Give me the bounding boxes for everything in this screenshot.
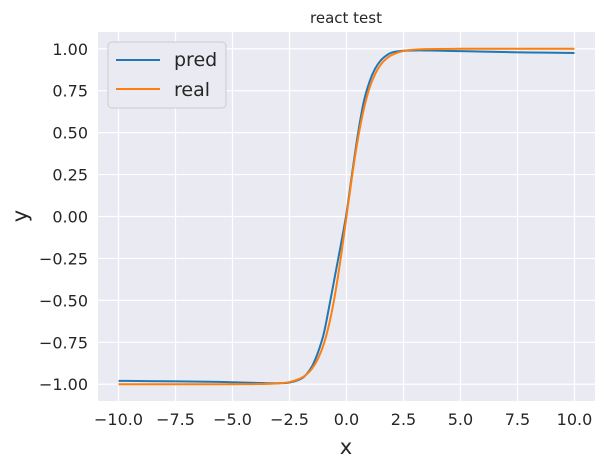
x-tick-label: 7.5: [505, 410, 530, 429]
y-tick-label: −0.25: [39, 249, 88, 268]
chart-title: react test: [310, 9, 382, 27]
x-tick-label: 0.0: [334, 410, 359, 429]
legend-box: [107, 41, 227, 109]
x-tick-label: −5.0: [213, 410, 252, 429]
y-tick-label: 0.00: [52, 208, 88, 227]
y-tick-labels: −1.00 −0.75 −0.50 −0.25 0.00 0.25 0.50 0.75 1.00: [39, 40, 88, 394]
x-tick-label: −10.0: [94, 410, 143, 429]
legend: pred real: [107, 41, 227, 109]
legend-label-pred: pred: [174, 49, 217, 71]
legend-label-real: real: [174, 79, 210, 101]
x-tick-label: −2.5: [270, 410, 309, 429]
y-tick-label: −1.00: [39, 375, 88, 394]
y-tick-label: 0.75: [52, 82, 88, 101]
y-axis-label: y: [8, 210, 32, 222]
x-axis-label: x: [340, 435, 352, 459]
y-tick-label: 0.50: [52, 124, 88, 143]
y-tick-label: −0.50: [39, 291, 88, 310]
x-tick-label: 5.0: [448, 410, 473, 429]
series-line-real: [118, 47, 575, 386]
y-tick-label: −0.75: [39, 333, 88, 352]
x-tick-labels: −10.0 −7.5 −5.0 −2.5 0.0 2.5 5.0 7.5 10.0: [94, 410, 592, 429]
x-tick-label: 10.0: [557, 410, 593, 429]
x-tick-label: −7.5: [156, 410, 195, 429]
y-tick-label: 1.00: [52, 40, 88, 59]
x-tick-label: 2.5: [391, 410, 416, 429]
series-lines: [118, 47, 575, 386]
y-tick-label: 0.25: [52, 166, 88, 185]
